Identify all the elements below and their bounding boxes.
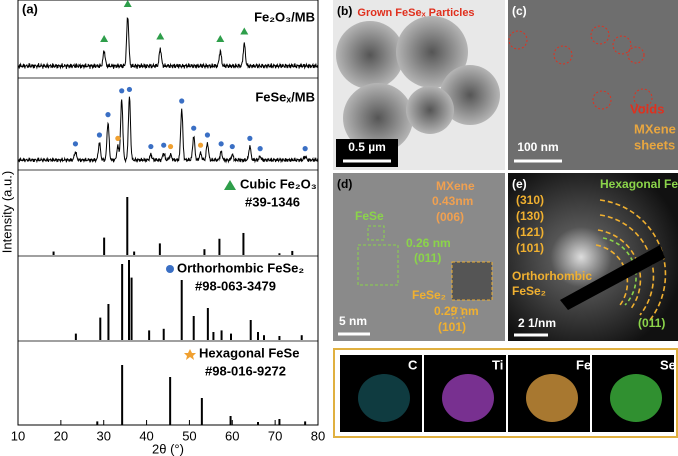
annotation: MXene — [634, 121, 676, 136]
x-tick-label: 60 — [225, 428, 239, 443]
eds-map — [340, 355, 422, 432]
peak-marker — [240, 27, 249, 35]
eds-signal — [358, 374, 410, 422]
y-axis-label: Intensity (a.u.) — [0, 171, 14, 253]
axes-frame — [17, 0, 319, 426]
annotation: 0.43nm — [432, 194, 473, 208]
dividers — [18, 77, 318, 342]
series-name: Fe₂O₃/MB — [254, 9, 315, 24]
inset — [451, 261, 493, 301]
annotation: (011) — [414, 251, 441, 265]
x-tick-label: 20 — [54, 428, 68, 443]
x-tick-label: 50 — [182, 428, 196, 443]
x-tick-label: 30 — [96, 428, 110, 443]
element-label: Fe — [576, 357, 591, 372]
eds-frame — [333, 348, 678, 438]
annotation: 0.29 nm — [434, 304, 479, 318]
peak-marker — [156, 32, 165, 40]
peak-marker — [229, 143, 235, 150]
peak-marker — [119, 88, 125, 94]
ref-name: Hexagonal FeSe — [199, 345, 299, 360]
annotation: Orthorhombic — [512, 269, 592, 283]
annotation: (006) — [436, 210, 464, 224]
particles — [336, 16, 500, 153]
panel-label: (e) — [512, 177, 527, 191]
tem-image — [333, 173, 505, 341]
scale-label: 5 nm — [339, 314, 367, 328]
beam-stop — [560, 245, 665, 310]
fese-box — [357, 225, 399, 286]
ref-card: #98-016-9272 — [205, 363, 286, 378]
peak-marker — [115, 135, 121, 141]
annotation: FeSe — [355, 209, 384, 223]
legend-dot — [166, 265, 174, 273]
x-axis-label: 2θ (°) — [152, 441, 184, 456]
panel-label: (d) — [337, 177, 352, 191]
peak-marker — [126, 86, 133, 93]
peak-marker — [148, 143, 154, 150]
scale-label: 0.5 µm — [348, 140, 386, 154]
xrd-curve — [17, 17, 319, 70]
peak-marker — [96, 132, 103, 138]
scale-label: 100 nm — [517, 140, 558, 154]
peak-marker — [257, 146, 263, 152]
x-tick-label: 80 — [311, 428, 325, 443]
peak-marker — [167, 143, 174, 150]
panel-label: (f) — [344, 370, 356, 384]
peak-marker — [197, 142, 204, 148]
peak-marker — [105, 112, 111, 118]
x-tick-label: 10 — [11, 428, 25, 443]
ref-card: #98-063-3479 — [195, 278, 276, 293]
legend-triangle — [224, 180, 236, 190]
annotation: 0.26 nm — [406, 236, 451, 250]
x-tick-label: 40 — [139, 428, 153, 443]
ref-card: #39-1346 — [245, 194, 300, 209]
ref-name: Orthorhombic FeSe₂ — [177, 260, 304, 275]
peak-marker — [72, 141, 79, 147]
tem-image — [508, 0, 678, 170]
annotation: Hexagonal FeSe — [600, 177, 678, 191]
peak-marker — [179, 98, 185, 104]
peak-marker — [247, 135, 253, 141]
peak-marker — [204, 132, 211, 138]
ring-label: (310) — [516, 193, 544, 207]
peak-marker — [161, 142, 167, 148]
annotation: Voids — [630, 101, 664, 116]
annotation: (101) — [438, 320, 466, 334]
ref-name: Cubic Fe₂O₃ — [240, 176, 317, 191]
panel-label: (c) — [512, 4, 527, 18]
annotation: FeSe₂ — [412, 288, 446, 302]
panel-label: (b) — [337, 4, 352, 18]
element-label: Ti — [492, 357, 503, 372]
eds-signal — [610, 374, 662, 422]
ring-label: (121) — [516, 225, 544, 239]
panel-label: (a) — [22, 1, 38, 16]
peak-marker — [302, 146, 308, 152]
element-label: C — [408, 357, 418, 372]
ring-label: (101) — [516, 241, 544, 255]
annotation: Grown FeSeₓ Particles — [357, 7, 474, 19]
peak-marker — [218, 141, 224, 147]
fese2-box — [451, 307, 465, 319]
element-label: Se — [660, 357, 676, 372]
x-tick-label: 70 — [268, 428, 282, 443]
eds-signal — [526, 374, 578, 422]
void-marks — [508, 25, 653, 110]
annotation: sheets — [634, 137, 675, 152]
series-name: FeSeₓ/MB — [255, 89, 315, 104]
peak-marker — [123, 0, 132, 7]
xrd-curve — [17, 96, 319, 164]
ring-label: (130) — [516, 209, 544, 223]
annotation: MXene — [436, 179, 475, 193]
eds-signal — [442, 374, 494, 422]
peak-marker — [216, 35, 225, 42]
annotation: FeSe₂ — [512, 284, 546, 298]
peak-marker — [191, 125, 197, 131]
scale-label: 2 1/nm — [518, 316, 556, 330]
annotation: (011) — [638, 316, 665, 330]
peak-marker — [100, 35, 109, 42]
legend-star — [184, 349, 196, 360]
